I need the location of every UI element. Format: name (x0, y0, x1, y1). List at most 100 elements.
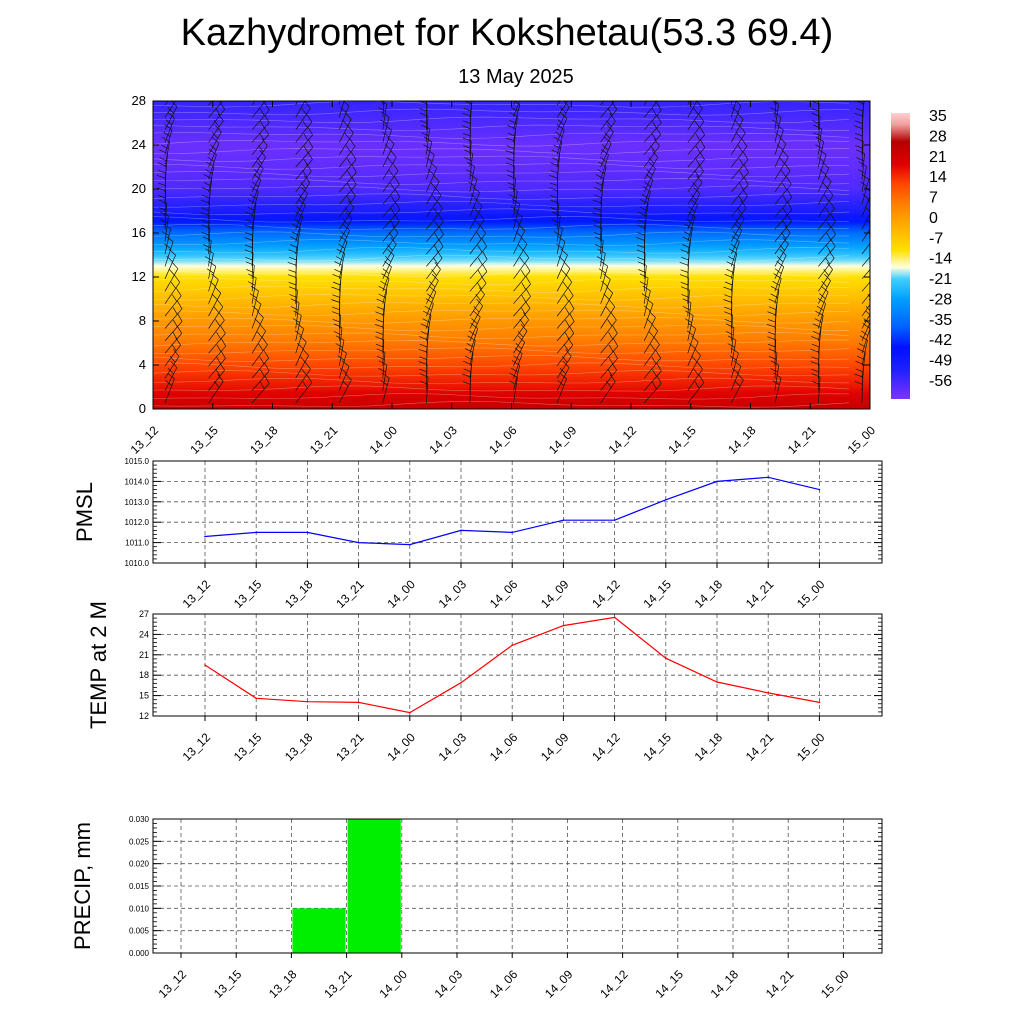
wind-barb (295, 375, 313, 404)
wind-barb (861, 245, 870, 267)
contour-line (153, 208, 850, 216)
wind-barb (774, 101, 777, 118)
wind-barb (295, 101, 306, 118)
x-tick-label: 14_18 (708, 967, 742, 1001)
contour-line (153, 148, 850, 155)
wind-barb (424, 298, 434, 329)
wind-barb (729, 347, 739, 379)
y-tick-label: 0.010 (129, 904, 150, 913)
wind-barb (295, 175, 311, 205)
wind-barb (513, 237, 528, 267)
wind-barb (643, 138, 660, 168)
contour-line (153, 393, 850, 400)
y-tick-label: 0.005 (129, 927, 150, 936)
wind-barb (208, 273, 219, 304)
wind-barb (686, 323, 697, 354)
wind-barb (164, 101, 177, 118)
colorbar-label: -21 (929, 271, 952, 288)
wind-barb (813, 124, 822, 155)
contour-line (153, 294, 850, 301)
wind-barb (338, 373, 352, 404)
wind-barb (339, 125, 354, 155)
contour-line (153, 193, 850, 200)
wind-barb (643, 375, 662, 404)
wind-barb (687, 139, 706, 168)
wind-barb (556, 325, 575, 354)
x-tick-label: 13_18 (282, 730, 316, 764)
wind-barb (426, 238, 444, 267)
contour-line (153, 223, 850, 230)
wind-barb (682, 236, 691, 267)
wind-barb (730, 360, 742, 391)
panel-frame (152, 613, 883, 717)
y-tick-label: 0.025 (129, 837, 150, 846)
wind-barb (810, 361, 820, 391)
y-tick-label: 1014.0 (125, 477, 150, 486)
contour-line (153, 101, 850, 108)
x-tick-label: 13_18 (282, 577, 316, 611)
wind-barb (600, 286, 614, 317)
heatmap-x-tick-label: 14_09 (546, 423, 580, 457)
heatmap-y-axis: 0 4 8 12 16 20 24 28 (132, 93, 870, 416)
colorbar: 35 28 21 14 7 0 -7 -14 -21 -28 -35 -42 -49 -56 (891, 108, 952, 399)
heatmap-x-tick-label: 14_00 (367, 423, 401, 457)
wind-barb (251, 114, 270, 143)
wind-barb (682, 298, 692, 329)
heatmap-y-tick-label: 0 (139, 401, 146, 416)
heatmap-y-tick-label: 20 (132, 181, 146, 196)
wind-barb (687, 101, 698, 118)
x-tick-label: 13_21 (333, 730, 367, 764)
x-tick-label: 14_06 (487, 967, 521, 1001)
contour-line (153, 155, 850, 162)
wind-barb (251, 150, 266, 180)
wind-barb (251, 102, 270, 131)
colorbar-label: -28 (929, 291, 952, 308)
wind-barb (164, 274, 181, 304)
wind-barb (643, 102, 662, 131)
wind-barb (469, 225, 486, 255)
wind-barb (556, 274, 573, 304)
y-tick-label: 12 (139, 711, 149, 721)
wind-barb (643, 114, 662, 143)
wind-barb (731, 164, 749, 193)
x-tick-label: 14_15 (640, 577, 674, 611)
x-tick-label: 14_09 (538, 730, 572, 764)
colorbar-label: -56 (929, 373, 952, 390)
wind-barb (335, 335, 345, 366)
wind-barb (643, 161, 656, 193)
x-tick-label: 14_00 (384, 577, 418, 611)
wind-barb (643, 323, 658, 354)
heatmap-x-tick-label: 13_15 (187, 423, 221, 457)
heatmap-x-tick-label: 13_12 (128, 423, 162, 457)
wind-barb (730, 101, 737, 118)
y-tick-label: 1015.0 (125, 457, 150, 466)
data-point (665, 498, 667, 501)
colorbar-label: 28 (929, 128, 947, 145)
wind-barb (295, 151, 313, 180)
y-axis-title: TEMP at 2 M (86, 601, 111, 729)
wind-barb (338, 101, 350, 130)
wind-barb (293, 211, 304, 242)
wind-barb (164, 236, 174, 267)
y-tick-label: 1010.0 (125, 559, 150, 568)
wind-barb (426, 174, 440, 205)
wind-barb (466, 161, 475, 192)
data-point (357, 701, 360, 704)
x-tick-label: 14_03 (436, 577, 470, 611)
wind-barb (339, 176, 357, 205)
y-tick-label: 1011.0 (125, 539, 149, 548)
contour-line (153, 278, 850, 285)
contour-line (153, 302, 850, 309)
data-point (716, 681, 718, 683)
wind-barb (730, 373, 744, 404)
contour-line (153, 262, 850, 270)
contour-line (153, 246, 850, 254)
wind-barb (858, 161, 867, 192)
wind-barb (730, 101, 742, 130)
heatmap-y-tick-label: 24 (132, 137, 146, 152)
heatmap-x-tick-label: 15_00 (845, 423, 879, 457)
contour-line (153, 231, 850, 238)
contour-line (153, 370, 850, 377)
panel-frame (152, 460, 883, 564)
wind-barb (295, 127, 313, 155)
